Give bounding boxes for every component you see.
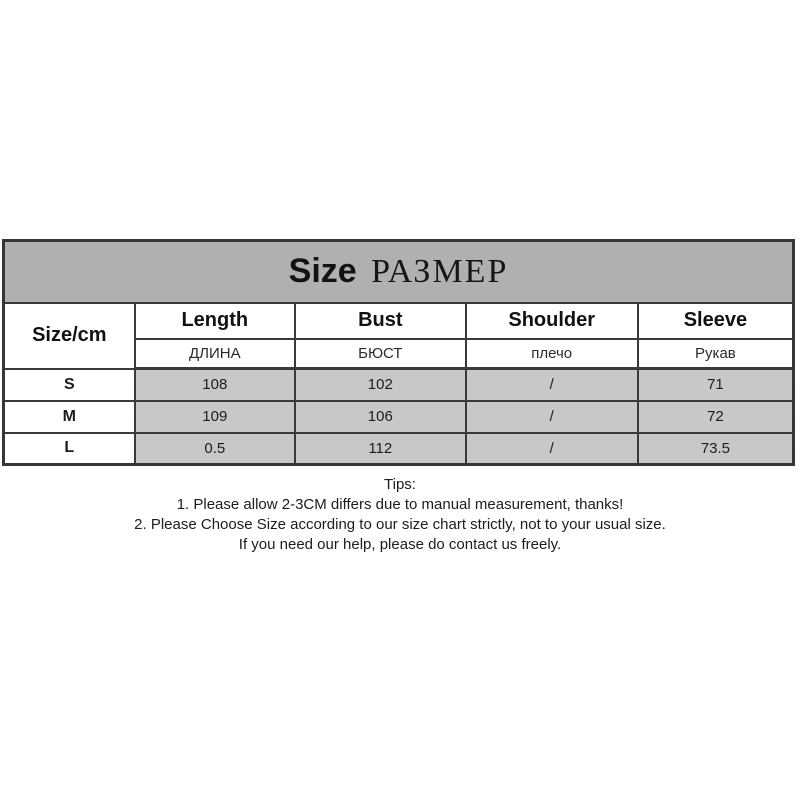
column-header-length-ru: ДЛИНА [133,337,296,370]
shoulder-value-cell: / [464,399,639,434]
size-label-cell: M [2,399,136,434]
table-row-size-m: M 109 106 / 72 [2,399,795,434]
column-header-shoulder: Shoulder [464,301,639,340]
column-header-length: Length [133,301,296,340]
sleeve-value-cell: 71 [636,367,795,402]
size-chart-table: Size РАЗМЕР Size/cm Length Bust Shoulder… [2,239,795,466]
tips-line-1: 1. Please allow 2-3CM differs due to man… [176,496,624,513]
unit-header-cell: Size/cm [2,301,136,370]
tips-heading: Tips: [384,476,416,493]
column-header-bust: Bust [293,301,467,340]
tips-line-2: 2. Please Choose Size according to our s… [134,516,666,533]
sleeve-value-cell: 73.5 [636,431,795,466]
column-header-sleeve-ru: Рукав [636,337,795,370]
title-row: Size РАЗМЕР [2,239,795,304]
table-row-size-s: S 108 102 / 71 [2,367,795,402]
shoulder-value-cell: / [464,431,639,466]
bust-value-cell: 106 [293,399,467,434]
sleeve-value-cell: 72 [636,399,795,434]
header-row-russian: ДЛИНА БЮСТ плечо Рукав [4,337,795,370]
shoulder-value-cell: / [464,367,639,402]
bust-value-cell: 112 [293,431,467,466]
tips-line-3: If you need our help, please do contact … [238,536,562,553]
length-value-cell: 109 [133,399,296,434]
column-header-shoulder-ru: плечо [464,337,639,370]
chart-title: Size РАЗМЕР [2,239,795,304]
chart-title-en: Size [288,252,357,291]
length-value-cell: 108 [133,367,296,402]
table-row-size-l: L 0.5 112 / 73.5 [2,431,795,466]
column-header-bust-ru: БЮСТ [293,337,467,370]
bust-value-cell: 102 [293,367,467,402]
header-row-english: Size/cm Length Bust Shoulder Sleeve [2,301,795,370]
column-header-sleeve: Sleeve [636,301,795,340]
size-chart: Size РАЗМЕР Size/cm Length Bust Shoulder… [2,239,795,466]
chart-title-ru: РАЗМЕР [371,253,509,291]
size-label-cell: L [2,431,136,466]
tips-block: Tips: 1. Please allow 2-3CM differs due … [0,475,800,555]
length-value-cell: 0.5 [133,431,296,466]
size-label-cell: S [2,367,136,402]
